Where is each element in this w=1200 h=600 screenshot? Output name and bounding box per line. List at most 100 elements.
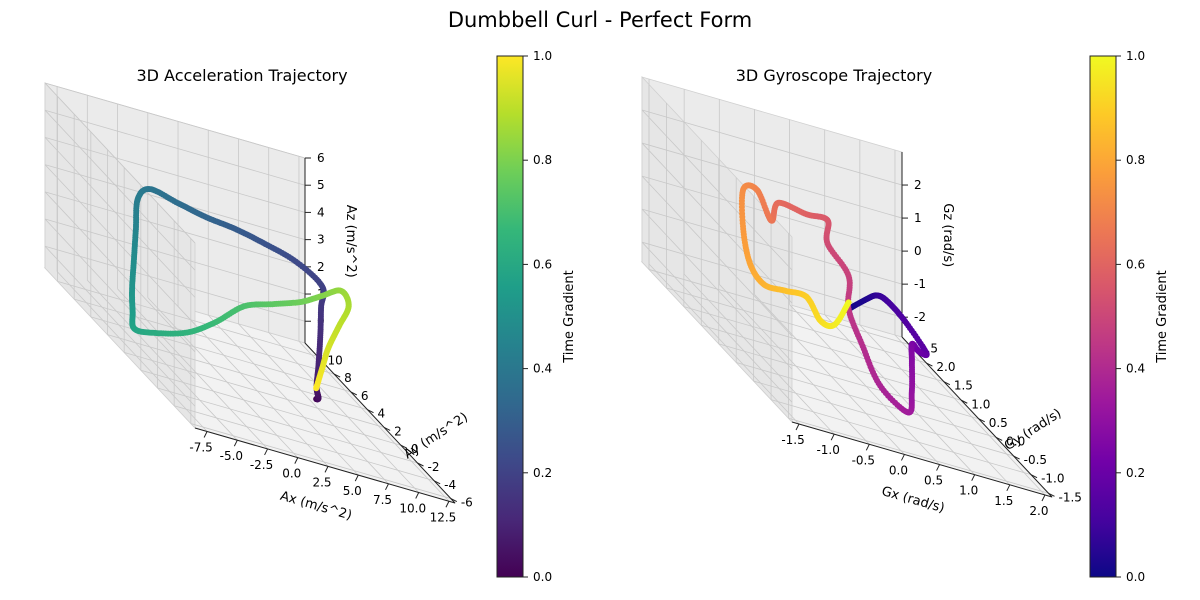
x-tick-label: 0.5 <box>924 474 943 488</box>
gridline <box>641 208 903 285</box>
x-tick <box>233 439 238 447</box>
z-tick-label: 0 <box>914 244 922 258</box>
z-axis-label: Az (m/s^2) <box>343 205 358 278</box>
gridline <box>648 269 910 345</box>
y-tick-label: 0.5 <box>989 416 1008 430</box>
gridline <box>44 109 196 271</box>
y-tick <box>943 381 951 386</box>
gridline <box>666 287 927 364</box>
gridline <box>44 82 306 159</box>
colorbar-label: Time Gradient <box>562 270 577 364</box>
gridline <box>157 387 418 464</box>
y-tick <box>350 391 358 396</box>
x-tick <box>264 448 269 456</box>
y-tick <box>450 498 458 503</box>
y-tick-label: 0 <box>411 442 419 456</box>
gridline <box>641 142 793 304</box>
z-tick-label: 2 <box>914 178 922 192</box>
gridline <box>207 314 359 476</box>
gridline <box>641 109 793 271</box>
gridline <box>140 369 401 446</box>
x-tick-label: -0.5 <box>852 453 875 467</box>
colorbar-tick-label: 0.2 <box>1126 466 1145 480</box>
gridline <box>74 298 335 375</box>
gridline <box>770 399 1032 476</box>
y-tick <box>926 362 933 367</box>
y-tick <box>978 418 985 423</box>
x-tick-label: 1.0 <box>959 484 978 498</box>
y-tick-label: 1.5 <box>954 379 973 393</box>
gridline <box>641 142 903 219</box>
x-tick-label: 10.0 <box>399 502 426 516</box>
x-tick-label: -5.0 <box>220 449 243 463</box>
chart-title: 3D Acceleration Trajectory <box>136 66 347 85</box>
x-axis-line <box>791 421 1053 498</box>
gridline <box>824 314 975 475</box>
colorbar-tick-label: 0.4 <box>533 362 552 376</box>
y-tick <box>383 426 391 431</box>
gridline <box>719 284 870 445</box>
figure-title: Dumbbell Curl - Perfect Form <box>447 8 753 32</box>
x-tick <box>936 464 941 471</box>
x-axis-label: Gx (rad/s) <box>880 484 946 516</box>
x-tick-label: 5.0 <box>343 484 362 498</box>
colorbar-tick-label: 0.4 <box>1126 362 1145 376</box>
x-tick <box>865 444 870 451</box>
gridline <box>44 191 196 353</box>
gridline <box>268 332 420 493</box>
y-axis-label: Ay (m/s^2) <box>401 410 470 462</box>
gridline <box>44 191 306 268</box>
gridline <box>177 306 329 467</box>
z-tick-label: 3 <box>317 233 325 247</box>
z-tick-label: -2 <box>914 310 926 324</box>
y-tick-label: 8 <box>344 371 352 385</box>
colorbar-tick-label: 0.0 <box>1126 570 1145 584</box>
data-point <box>313 385 320 392</box>
x-tick-label: 12.5 <box>430 510 457 524</box>
x-tick <box>795 423 800 431</box>
gridline <box>701 324 962 401</box>
colorbar <box>496 55 524 578</box>
y-tick-label: -6 <box>461 496 473 510</box>
side-pane <box>641 75 793 424</box>
gridline <box>641 208 793 370</box>
gridline <box>124 352 385 428</box>
y-tick-label: -1.5 <box>1059 490 1082 504</box>
z-tick-label: -1 <box>914 277 926 291</box>
x-tick-label: -1.5 <box>781 433 804 447</box>
gyroscope-chart: -1.5 -1.0 -0.5 0.0 0.5 1.0 1.5 2.0 -1.5 -1.0 -0.5 0… <box>640 49 1170 584</box>
y-tick-label: -0.5 <box>1024 453 1047 467</box>
y-tick-label: -1.0 <box>1041 472 1064 486</box>
z-tick-label: 6 <box>317 151 325 165</box>
x-tick-label: 1.5 <box>994 494 1013 508</box>
gridline <box>641 175 793 337</box>
gridline <box>683 273 835 435</box>
x-tick-label: -7.5 <box>189 440 212 454</box>
gridline <box>107 334 368 411</box>
z-tick-label: 4 <box>317 205 325 219</box>
gridline <box>87 279 238 441</box>
x-tick <box>900 454 905 461</box>
y-tick <box>433 480 441 485</box>
x-tick-label: 2.0 <box>1029 504 1048 518</box>
gridline <box>683 306 944 383</box>
colorbar-tick-label: 0.8 <box>1126 153 1145 167</box>
y-tick-label: 1.0 <box>971 397 990 411</box>
gridline <box>174 405 435 482</box>
gridline <box>238 323 389 485</box>
colorbar-tick-label: 0.6 <box>1126 257 1145 271</box>
gridline <box>44 164 196 325</box>
gridline <box>718 343 979 420</box>
x-tick-label: -1.0 <box>816 443 839 457</box>
y-tick-label: 2 <box>394 424 402 438</box>
x-tick-label: 0.0 <box>282 467 301 481</box>
x-tick <box>445 501 450 508</box>
y-tick-label: 6 <box>361 389 369 403</box>
gridline <box>641 109 903 186</box>
y-tick <box>333 373 341 378</box>
gridline <box>44 218 306 295</box>
x-axis-line <box>194 427 456 504</box>
y-tick <box>417 462 424 467</box>
x-tick <box>971 474 976 481</box>
gridline <box>754 294 905 455</box>
